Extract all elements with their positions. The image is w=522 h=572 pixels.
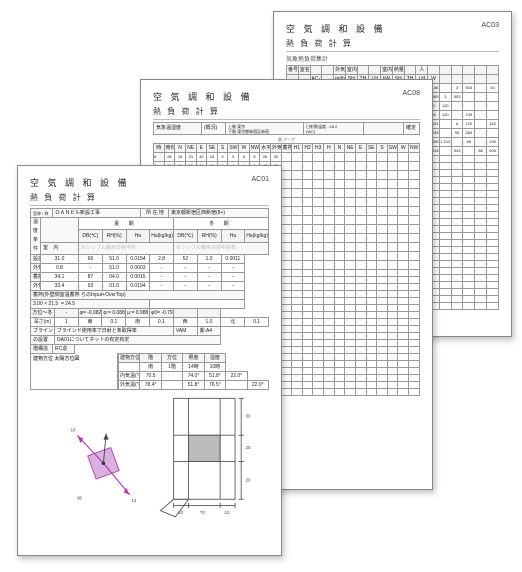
sheet1-code: AC01 bbox=[251, 176, 269, 183]
sheet3-section: 気象熱負荷集計 bbox=[286, 54, 499, 63]
sheet1-diagram: -16 14 06 bbox=[42, 371, 257, 531]
sheet2-title: 空 気 調 和 設 備 bbox=[153, 90, 420, 103]
s2-top-label: 気象温湿度 bbox=[154, 123, 202, 135]
sheet3-subtitle: 熱 負 荷 計 算 bbox=[286, 38, 499, 49]
sheet2-top: 気象温湿度 (概況) 上階 東京下階 東京都新宿区新宿 日射熱温度: -26.0… bbox=[153, 122, 420, 135]
sheet2-subtitle: 熱 負 荷 計 算 bbox=[153, 106, 420, 117]
svg-text:10: 10 bbox=[178, 510, 183, 515]
s2-confirm: 確定 bbox=[404, 123, 420, 135]
sheet1-geom: 方位～冬-φ= -0.082φ:= 0.088μ:= 0.988φ0= -0.7… bbox=[30, 308, 269, 345]
sheet-ac01: AC01 空 気 調 和 設 備 熱 負 荷 計 算 室称 / 称 ＯＡＮビル新… bbox=[17, 165, 282, 556]
table-row: 蓄熱温34.18704.00.0015---- bbox=[31, 273, 269, 282]
svg-text:20: 20 bbox=[246, 478, 251, 483]
table-row: 外気温0.8-51.00.0003---- bbox=[31, 264, 269, 273]
sheet2-code: AC08 bbox=[402, 90, 420, 97]
svg-text:-16: -16 bbox=[69, 428, 76, 433]
svg-text:20: 20 bbox=[246, 445, 251, 450]
elevation-icon bbox=[160, 398, 243, 516]
table-row: 外気33.46301.00.0194---- bbox=[31, 282, 269, 291]
svg-text:10: 10 bbox=[225, 510, 230, 515]
sheet3-code: AC03 bbox=[481, 22, 499, 29]
svg-text:30: 30 bbox=[246, 414, 251, 419]
compass-icon: -16 14 06 bbox=[69, 428, 137, 503]
svg-text:70: 70 bbox=[200, 510, 205, 515]
sheet1-subtitle: 熱 負 荷 計 算 bbox=[30, 192, 269, 203]
s1-side: 温 度 条 件 bbox=[31, 218, 41, 255]
s1-indoor: 室 内 bbox=[41, 242, 79, 254]
s1-summer: 夏 期 bbox=[79, 218, 174, 230]
table-row: 設計温湿31.06951.00.01542.8521.00.0011 bbox=[31, 255, 269, 264]
svg-text:14: 14 bbox=[132, 498, 137, 503]
s1-winter: 冬 期 bbox=[174, 218, 269, 230]
sheet1-season-table: 温 度 条 件 夏 期 冬 期 DB(℃)RH(%)HaHa(kg/kg)DB(… bbox=[30, 217, 269, 309]
sheet1-title: 空 気 調 和 設 備 bbox=[30, 176, 269, 189]
svg-text:06: 06 bbox=[77, 495, 82, 500]
table-row: 6261823401695552625 bbox=[154, 153, 420, 162]
s2-top-r1: (概況) bbox=[202, 123, 226, 135]
sheet3-title: 空 気 調 和 設 備 bbox=[286, 22, 499, 35]
